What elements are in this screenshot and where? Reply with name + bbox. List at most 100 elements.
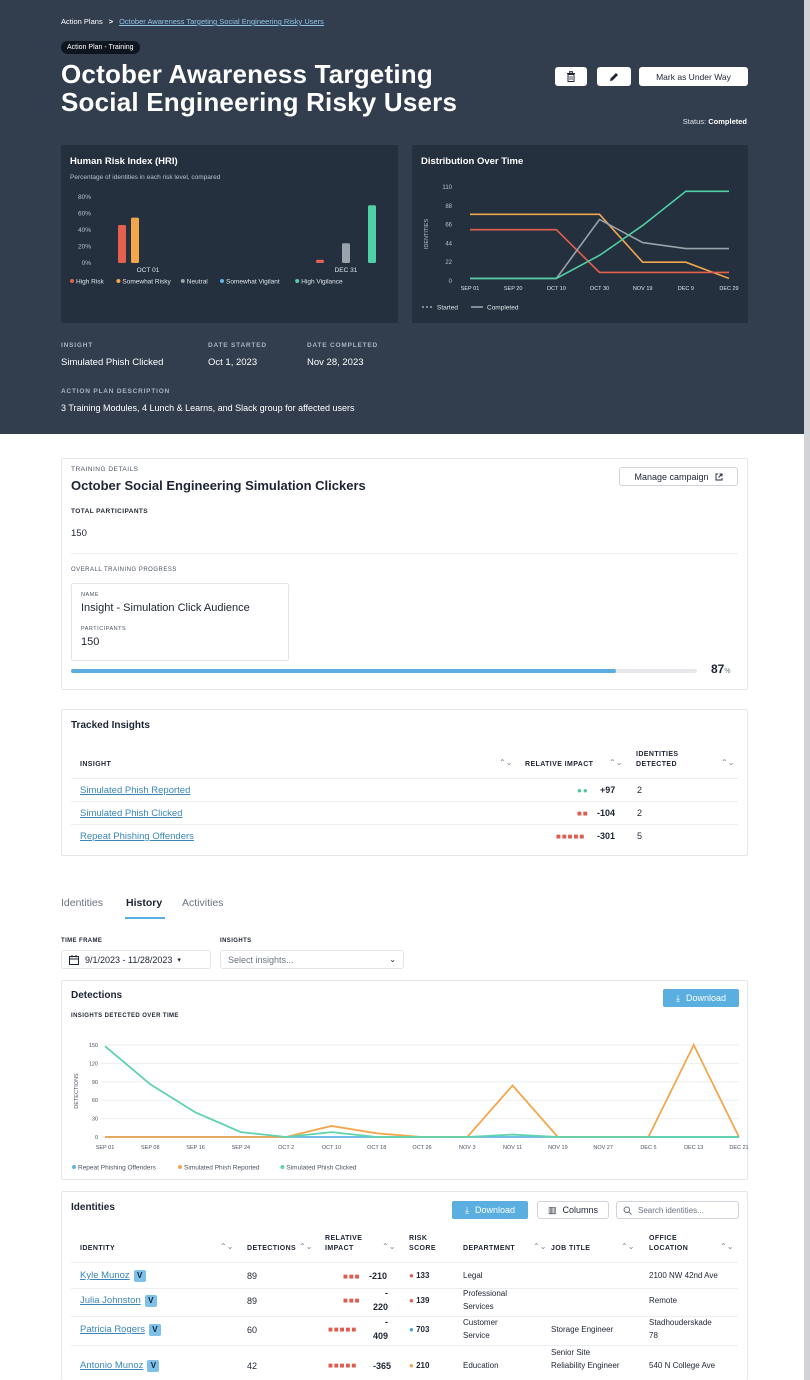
bar — [118, 225, 126, 263]
identities-count: 2 — [637, 785, 643, 795]
detections-value: 60 — [247, 1325, 258, 1335]
office-value: 540 N College Ave — [649, 1361, 716, 1370]
x-tick-label: NOV 3 — [459, 1145, 476, 1151]
department-value: Education — [463, 1361, 499, 1370]
sort-icon[interactable]: ⌃⌄ — [533, 1242, 547, 1251]
active-tab-underline — [125, 917, 165, 919]
col-detections[interactable]: DETECTIONS — [247, 1245, 297, 1252]
insights-placeholder: Select insights... — [228, 954, 294, 965]
risk-dot: ● — [409, 1361, 417, 1370]
impact-sign: - — [385, 1288, 388, 1298]
x-tick-label: SEP 08 — [141, 1145, 160, 1151]
download-icon: ⤓ — [675, 992, 680, 1003]
col-identities-2[interactable]: DETECTED — [636, 761, 677, 768]
breadcrumb-root[interactable]: Action Plans — [61, 17, 103, 26]
impact-dots: ■■ — [577, 809, 589, 818]
legend-marker — [220, 279, 224, 283]
tab-activities[interactable]: Activities — [182, 897, 224, 909]
detections-subtitle: INSIGHTS DETECTED OVER TIME — [71, 1013, 179, 1019]
job-title-value: Storage Engineer — [551, 1325, 614, 1334]
breadcrumb-current[interactable]: October Awareness Targeting Social Engin… — [119, 17, 324, 26]
risk-score: ● 703 — [409, 1325, 429, 1334]
bar — [316, 259, 324, 263]
divider — [71, 1345, 738, 1346]
tab-identities[interactable]: Identities — [61, 897, 104, 909]
tracked-row-name[interactable]: Simulated Phish Clicked — [80, 808, 183, 819]
sort-icon[interactable]: ⌃⌄ — [382, 1242, 396, 1251]
sort-icon[interactable]: ⌃⌄ — [621, 1242, 635, 1251]
detections-value: 42 — [247, 1361, 258, 1371]
col-impact-2[interactable]: IMPACT — [325, 1245, 354, 1252]
divider — [71, 801, 738, 802]
calendar-icon — [69, 954, 79, 965]
time-frame-label: TIME FRAME — [61, 938, 103, 944]
date-completed-value: Nov 28, 2023 — [307, 357, 364, 368]
x-tick-label: SEP 20 — [504, 286, 523, 292]
x-tick-label: OCT 10 — [322, 1145, 341, 1151]
sort-icon[interactable]: ⌃⌄ — [720, 1242, 734, 1251]
series-line — [470, 218, 729, 280]
risk-dot: ● — [409, 1296, 417, 1305]
sort-icon[interactable]: ⌃⌄ — [299, 1242, 313, 1251]
identity-link[interactable]: Patricia Rogers V — [80, 1324, 161, 1336]
tracked-row-name[interactable]: Repeat Phishing Offenders — [80, 831, 194, 842]
sort-icon[interactable]: ⌃⌄ — [609, 758, 623, 767]
identities-card: Identities ⤓ Download ▥ Columns Search i… — [61, 1191, 748, 1380]
col-identity[interactable]: IDENTITY — [80, 1245, 116, 1252]
trash-icon — [567, 71, 575, 82]
department-value-2: Services — [463, 1302, 494, 1311]
page-title-line-1: October Awareness Targeting — [61, 59, 433, 89]
col-job-title[interactable]: JOB TITLE — [551, 1245, 591, 1252]
tracked-insights-card: Tracked Insights INSIGHT ⌃⌄ RELATIVE IMP… — [61, 709, 748, 856]
legend-label: Started — [437, 305, 458, 312]
legend-marker — [72, 1165, 76, 1169]
identity-link[interactable]: Kyle Munoz V — [80, 1270, 146, 1282]
x-tick-label: DEC 9 — [678, 286, 694, 292]
col-office-1[interactable]: OFFICE — [649, 1235, 678, 1242]
date-started-label: DATE STARTED — [208, 342, 267, 349]
search-identities-input[interactable]: Search identities... — [616, 1201, 739, 1219]
col-identities-1[interactable]: IDENTITIES — [636, 751, 679, 758]
plan-type-pill: Action Plan - Training — [61, 41, 140, 54]
tracked-row-name[interactable]: Simulated Phish Reported — [80, 785, 191, 796]
columns-button[interactable]: ▥ Columns — [537, 1201, 609, 1219]
series-line — [470, 228, 729, 274]
y-tick-label: 110 — [442, 185, 452, 191]
sort-icon[interactable]: ⌃⌄ — [499, 758, 513, 767]
delete-button[interactable] — [555, 67, 587, 86]
legend-label: High Vigilance — [301, 279, 343, 286]
legend-label: Simulated Phish Reported — [184, 1165, 260, 1172]
col-risk-2[interactable]: SCORE — [409, 1245, 436, 1252]
detections-download-button[interactable]: ⤓ Download — [663, 989, 739, 1007]
insights-select[interactable]: Select insights... ⌄ — [220, 950, 404, 969]
page-title: October Awareness Targeting Social Engin… — [61, 60, 531, 116]
detections-value: 89 — [247, 1271, 258, 1281]
mark-under-way-button[interactable]: Mark as Under Way — [639, 67, 748, 86]
identity-link[interactable]: Antonio Munoz V — [80, 1360, 160, 1372]
department-value-1: Customer — [463, 1318, 498, 1327]
tracked-insights-title: Tracked Insights — [71, 720, 150, 731]
col-insight[interactable]: INSIGHT — [80, 761, 112, 768]
col-risk-1[interactable]: RISK — [409, 1235, 428, 1242]
external-link-icon — [715, 473, 722, 480]
columns-icon: ▥ — [547, 1204, 557, 1215]
time-frame-value: 9/1/2023 - 11/28/2023 — [85, 954, 173, 965]
col-impact-1[interactable]: RELATIVE — [325, 1235, 363, 1242]
col-department[interactable]: DEPARTMENT — [463, 1245, 516, 1252]
divider — [71, 778, 738, 779]
col-office-2[interactable]: LOCATION — [649, 1245, 689, 1252]
identity-link[interactable]: Julia Johnston V — [80, 1295, 157, 1307]
identities-download-button[interactable]: ⤓ Download — [452, 1201, 528, 1219]
distribution-title: Distribution Over Time — [421, 156, 524, 167]
manage-campaign-button[interactable]: Manage campaign — [619, 467, 738, 486]
training-details-card: TRAINING DETAILS October Social Engineer… — [61, 458, 748, 690]
col-relative-impact[interactable]: RELATIVE IMPACT — [525, 761, 594, 768]
edit-button[interactable] — [597, 67, 631, 86]
tab-history[interactable]: History — [126, 897, 163, 909]
sort-icon[interactable]: ⌃⌄ — [220, 1242, 234, 1251]
office-value: Remote — [649, 1296, 678, 1305]
sort-icon[interactable]: ⌃⌄ — [721, 758, 735, 767]
time-frame-select[interactable]: 9/1/2023 - 11/28/2023 ▾ — [61, 950, 211, 969]
progress-percent-value: 87 — [711, 662, 725, 676]
y-tick-label: 120 — [89, 1061, 98, 1067]
